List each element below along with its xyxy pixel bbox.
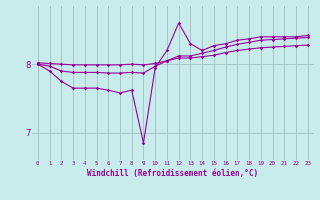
X-axis label: Windchill (Refroidissement éolien,°C): Windchill (Refroidissement éolien,°C): [87, 169, 258, 178]
